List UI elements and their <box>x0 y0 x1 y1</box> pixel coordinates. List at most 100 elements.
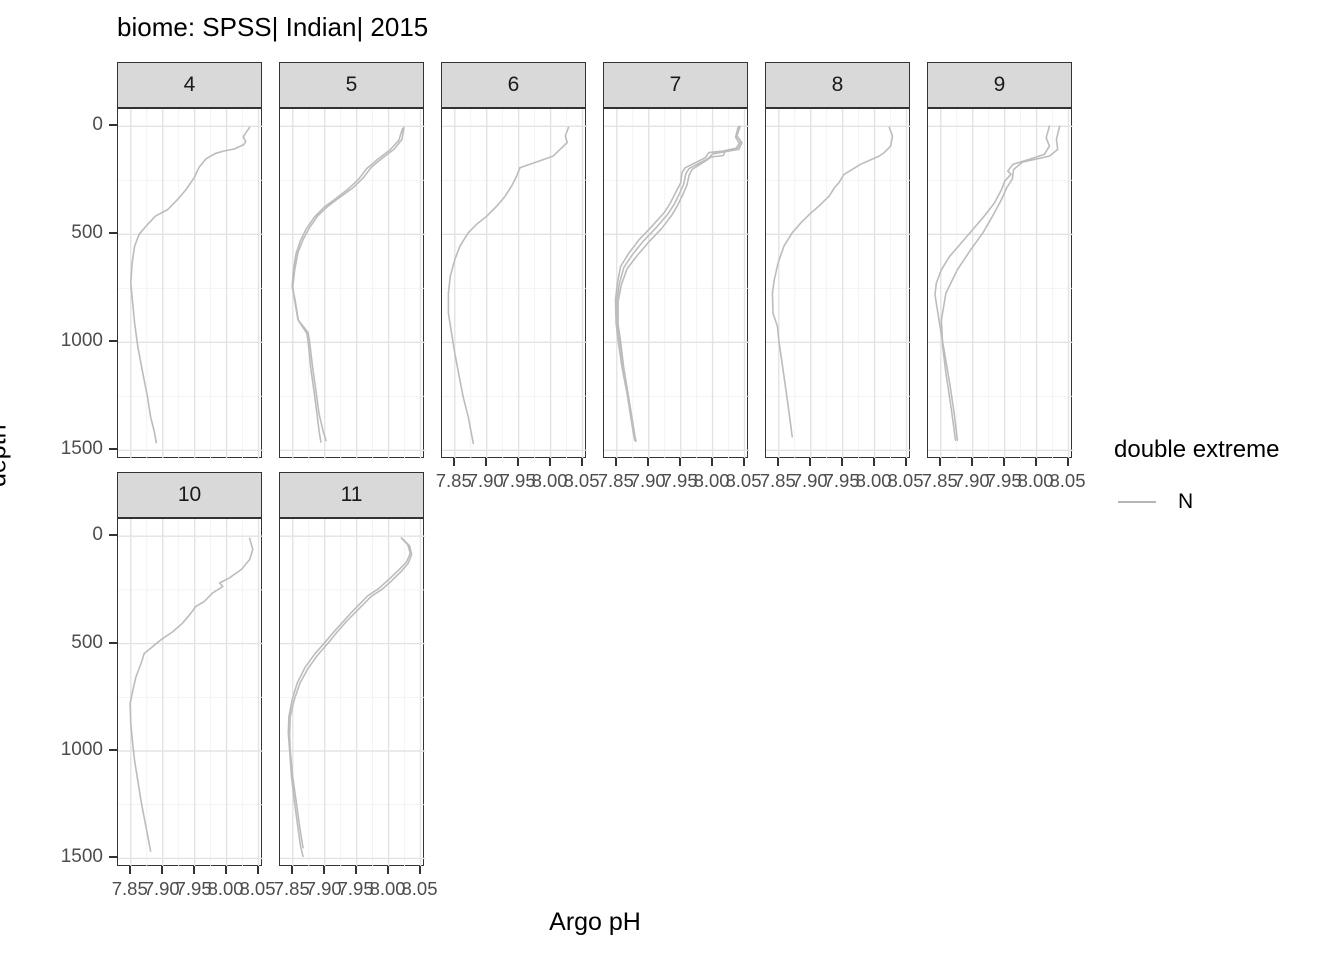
panel-canvas <box>928 109 1073 459</box>
x-tick-label: 8.05 <box>563 470 600 491</box>
facet-panel-10 <box>117 518 263 867</box>
facet-panel-9 <box>927 108 1073 459</box>
profile-line-N <box>934 125 1051 442</box>
y-tickmark <box>109 856 117 859</box>
y-tick-label: 1500 <box>60 438 103 460</box>
y-tick-label: 500 <box>71 631 103 653</box>
x-axis-title: Argo pH <box>549 908 641 936</box>
facet-strip-label: 10 <box>177 483 202 506</box>
x-tick-label: 7.85 <box>921 470 958 491</box>
x-tick-label: 7.85 <box>597 470 634 491</box>
x-tickmark <box>256 866 259 874</box>
facet-strip-label: 5 <box>345 73 358 96</box>
x-tick-label: 8.05 <box>1049 470 1086 491</box>
x-tickmark <box>646 458 649 466</box>
facet-strip-label: 11 <box>340 483 363 506</box>
x-tickmark <box>160 866 163 874</box>
facet-panel-7 <box>603 108 749 459</box>
panel-canvas <box>604 109 749 459</box>
x-tickmark <box>678 458 681 466</box>
panel-canvas <box>280 519 425 867</box>
x-tickmark <box>386 866 389 874</box>
x-tick-label: 7.85 <box>111 878 148 899</box>
x-tickmark <box>484 458 487 466</box>
profile-line-N <box>614 125 743 442</box>
panel-canvas <box>118 109 263 459</box>
x-tickmark <box>710 458 713 466</box>
x-tick-label: 8.00 <box>1017 470 1054 491</box>
x-tick-label: 8.05 <box>725 470 762 491</box>
facet-strip-8: 8 <box>765 62 910 108</box>
facet-strip-label: 9 <box>993 73 1006 96</box>
facet-panel-6 <box>441 108 587 459</box>
legend: double extreme N <box>1112 436 1338 514</box>
x-tickmark <box>904 458 907 466</box>
x-tickmark <box>354 866 357 874</box>
y-tick-label: 0 <box>92 524 103 546</box>
facet-strip-6: 6 <box>441 62 586 108</box>
profile-line-N <box>291 127 404 443</box>
facet-strip-11: 11 <box>279 472 424 518</box>
facet-strip-label: 7 <box>669 73 682 96</box>
profile-line-N <box>129 537 254 852</box>
x-tickmark <box>1066 458 1069 466</box>
x-tickmark <box>580 458 583 466</box>
legend-title: double extreme <box>1114 436 1280 463</box>
y-tick-label: 1000 <box>60 739 103 760</box>
x-tick-label: 7.95 <box>175 878 212 899</box>
facet-panel-8 <box>765 108 911 459</box>
profile-line-N <box>130 126 251 444</box>
y-tick-label: 1500 <box>60 846 103 868</box>
facet-panel-11 <box>279 518 425 867</box>
x-tick-label: 7.95 <box>661 470 698 491</box>
x-tick-label: 8.05 <box>401 878 438 899</box>
profile-line-N <box>292 126 405 442</box>
x-tick-label: 7.90 <box>143 878 180 899</box>
x-tickmark <box>840 458 843 466</box>
y-tick-label: 500 <box>71 222 103 244</box>
x-tickmark <box>192 866 195 874</box>
x-tick-label: 7.95 <box>499 470 536 491</box>
panel-canvas <box>118 519 263 867</box>
y-tickmark <box>109 340 117 343</box>
x-tickmark <box>548 458 551 466</box>
x-tick-label: 7.90 <box>305 878 342 899</box>
facet-strip-7: 7 <box>603 62 748 108</box>
x-tickmark <box>322 866 325 874</box>
plot-title: biome: SPSS| Indian| 2015 <box>117 12 429 42</box>
x-tickmark <box>938 458 941 466</box>
x-tickmark <box>418 866 421 874</box>
facet-strip-4: 4 <box>117 62 262 108</box>
facet-panel-4 <box>117 108 263 459</box>
facet-strip-label: 4 <box>183 73 196 96</box>
x-tick-label: 8.00 <box>693 470 730 491</box>
x-tick-label: 8.00 <box>207 878 244 899</box>
x-tickmark <box>872 458 875 466</box>
x-tick-label: 8.05 <box>239 878 276 899</box>
x-tick-label: 7.95 <box>985 470 1022 491</box>
y-tickmark <box>109 641 117 644</box>
profile-line-N <box>287 537 412 858</box>
x-tick-label: 8.00 <box>855 470 892 491</box>
x-tick-label: 8.00 <box>369 878 406 899</box>
legend-item-label: N <box>1178 490 1194 513</box>
x-tickmark <box>1034 458 1037 466</box>
y-tickmark <box>109 448 117 451</box>
x-tickmark <box>128 866 131 874</box>
facet-panel-5 <box>279 108 425 459</box>
x-tickmark <box>742 458 745 466</box>
facet-strip-9: 9 <box>927 62 1072 108</box>
legend-item: N <box>1118 490 1338 514</box>
x-tick-label: 7.90 <box>791 470 828 491</box>
x-tick-label: 7.95 <box>337 878 374 899</box>
x-tickmark <box>452 458 455 466</box>
panel-canvas <box>442 109 587 459</box>
facet-strip-label: 6 <box>507 73 520 96</box>
profile-line-N <box>771 126 894 438</box>
profile-line-N <box>447 126 570 445</box>
x-tickmark <box>776 458 779 466</box>
facet-strip-10: 10 <box>117 472 262 518</box>
x-tickmark <box>970 458 973 466</box>
x-tick-label: 7.85 <box>759 470 796 491</box>
